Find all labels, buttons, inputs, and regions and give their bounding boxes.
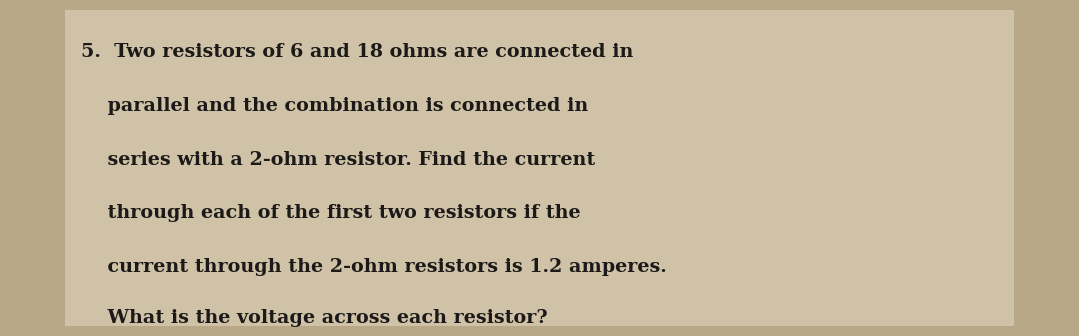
Text: 5.  Two resistors of 6 and 18 ohms are connected in: 5. Two resistors of 6 and 18 ohms are co…: [81, 43, 633, 61]
Text: series with a 2-ohm resistor. Find the current: series with a 2-ohm resistor. Find the c…: [81, 151, 596, 169]
Text: current through the 2-ohm resistors is 1.2 amperes.: current through the 2-ohm resistors is 1…: [81, 258, 667, 276]
Text: through each of the first two resistors if the: through each of the first two resistors …: [81, 204, 581, 222]
Text: What is the voltage across each resistor?: What is the voltage across each resistor…: [81, 308, 547, 327]
Text: parallel and the combination is connected in: parallel and the combination is connecte…: [81, 97, 588, 115]
